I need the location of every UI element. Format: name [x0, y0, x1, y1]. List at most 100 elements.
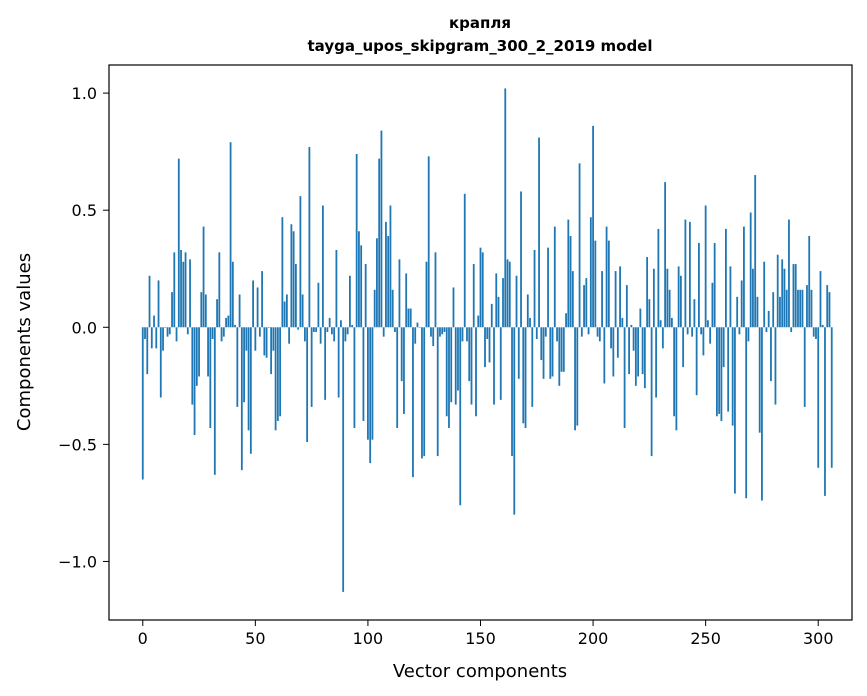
bar: [168, 327, 171, 335]
x-tick-label: 200: [578, 629, 609, 648]
bar: [312, 327, 315, 332]
bar: [540, 327, 543, 361]
bar: [578, 163, 581, 328]
x-tick-label: 0: [138, 629, 148, 648]
bar: [175, 327, 178, 342]
bar: [159, 327, 162, 398]
bar: [828, 292, 831, 328]
bar: [430, 327, 432, 337]
bar: [738, 327, 741, 335]
bar: [792, 264, 795, 328]
bar: [204, 294, 207, 328]
bar: [421, 327, 423, 459]
bar: [677, 266, 680, 328]
bar: [565, 313, 567, 328]
bar: [481, 252, 484, 328]
bar: [180, 250, 182, 328]
bar: [423, 327, 426, 457]
bar: [596, 327, 599, 337]
bar: [776, 254, 779, 328]
bar: [171, 292, 173, 328]
bar: [216, 299, 218, 328]
bar: [587, 327, 590, 335]
bar: [691, 327, 694, 337]
y-tick-label: −0.5: [58, 435, 97, 454]
bar: [499, 327, 502, 400]
bar: [321, 205, 324, 328]
y-tick-label: 1.0: [72, 84, 97, 103]
bar: [535, 327, 538, 339]
bar: [625, 285, 628, 328]
bar: [191, 327, 194, 405]
bar: [553, 226, 556, 328]
bar: [824, 327, 826, 496]
bar: [258, 327, 261, 337]
bar: [376, 238, 378, 328]
bar: [605, 226, 608, 328]
bar: [468, 327, 471, 382]
bar: [267, 327, 270, 328]
y-tick-label: 0.0: [72, 318, 97, 337]
bar: [470, 327, 473, 405]
bar: [344, 327, 347, 342]
bar: [340, 320, 342, 328]
bar: [495, 273, 498, 328]
bar: [648, 299, 651, 328]
bar: [380, 130, 383, 328]
bar: [141, 327, 144, 480]
bar: [346, 327, 349, 335]
bar: [497, 296, 500, 328]
bar: [360, 245, 363, 328]
bar: [472, 264, 475, 328]
bar: [655, 327, 658, 398]
bar: [443, 327, 446, 332]
bar: [632, 327, 635, 351]
bar: [378, 158, 381, 328]
bar: [396, 327, 399, 428]
bar: [803, 327, 806, 407]
bar: [675, 327, 678, 431]
bar: [774, 327, 777, 405]
bar: [801, 289, 804, 328]
bar: [220, 327, 223, 342]
bar: [371, 327, 374, 440]
bar: [387, 235, 390, 328]
bar: [445, 327, 448, 417]
bar: [571, 271, 574, 328]
bar: [306, 327, 309, 443]
bar: [788, 219, 790, 328]
bar: [184, 252, 187, 328]
bar: [666, 268, 669, 328]
bar: [146, 327, 149, 375]
y-axis-ticks: −1.0 −0.5 0.0 0.5 1.0: [58, 84, 109, 571]
bar: [144, 327, 146, 339]
bar: [520, 191, 522, 328]
bar: [186, 327, 189, 335]
chart-subtitle: tayga_upos_skipgram_300_2_2019 model: [308, 37, 653, 55]
bar: [646, 257, 649, 328]
bar: [331, 327, 333, 335]
bar: [416, 322, 419, 328]
bar: [652, 268, 655, 328]
bar: [504, 88, 507, 328]
bar: [806, 285, 808, 328]
bar: [389, 205, 392, 328]
bar: [664, 182, 667, 328]
bar: [211, 327, 214, 339]
bar: [583, 285, 585, 328]
bar: [155, 327, 158, 349]
bar: [319, 327, 322, 344]
bar: [808, 235, 811, 328]
bar: [292, 231, 295, 328]
bar: [231, 261, 234, 328]
bar: [454, 327, 457, 405]
bar: [337, 327, 340, 398]
bar: [349, 275, 351, 328]
bar: [290, 224, 293, 328]
bar: [432, 327, 435, 347]
bar: [297, 327, 300, 330]
bar: [560, 327, 563, 372]
bar: [781, 259, 784, 328]
bar: [276, 327, 279, 421]
